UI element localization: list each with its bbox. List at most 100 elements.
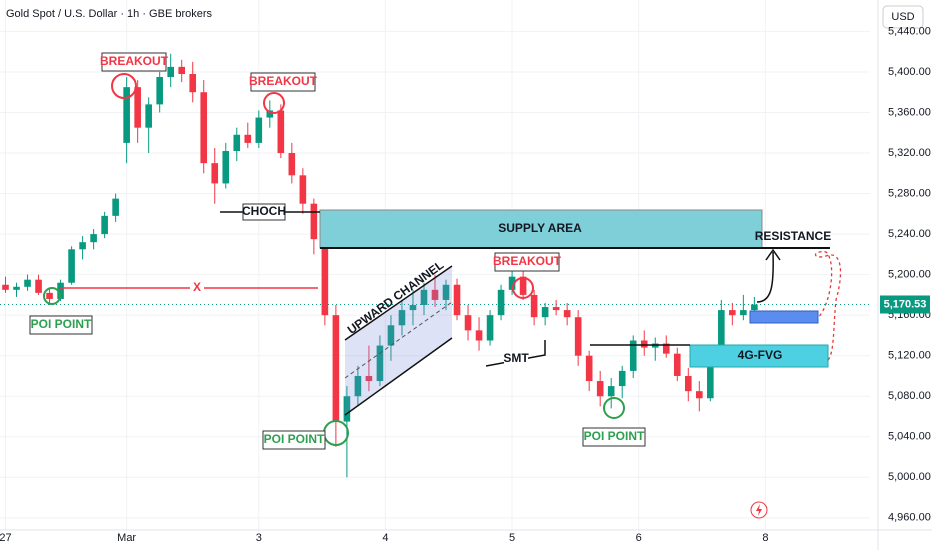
breakout-circle bbox=[263, 92, 285, 114]
candle-body bbox=[718, 310, 725, 351]
poi-box bbox=[582, 427, 646, 447]
candle-body bbox=[596, 381, 604, 397]
candle-body bbox=[255, 117, 263, 143]
breakout-label: BREAKOUT bbox=[493, 254, 562, 268]
choch-box bbox=[242, 203, 286, 221]
poi-box bbox=[262, 430, 326, 450]
order-block bbox=[749, 310, 819, 324]
candle-body bbox=[90, 234, 97, 243]
candle-body bbox=[497, 289, 505, 316]
projection bbox=[809, 251, 842, 365]
candle-body bbox=[552, 307, 560, 311]
candle-body bbox=[420, 289, 428, 306]
y-tick-label: 5,120.00 bbox=[888, 350, 931, 362]
candle-body bbox=[156, 77, 163, 105]
breakout-circle bbox=[111, 73, 137, 99]
last-price-box bbox=[880, 295, 930, 314]
poi-circle bbox=[603, 397, 625, 419]
candle-body bbox=[629, 340, 637, 371]
candle-body bbox=[343, 396, 351, 422]
candle-body bbox=[35, 279, 42, 293]
y-tick-label: 5,040.00 bbox=[888, 431, 931, 443]
candle-body bbox=[486, 315, 494, 341]
y-tick-label: 5,080.00 bbox=[888, 390, 931, 402]
channel-line bbox=[344, 265, 453, 341]
candle-body bbox=[585, 355, 593, 382]
candle-body bbox=[464, 315, 472, 331]
candle-body bbox=[46, 292, 53, 299]
y-tick-label: 5,320.00 bbox=[888, 147, 931, 159]
y-tick-label: 5,240.00 bbox=[888, 228, 931, 240]
candle-body bbox=[541, 307, 549, 318]
breakout-box bbox=[494, 252, 560, 272]
candle-body bbox=[167, 66, 174, 78]
currency-button[interactable] bbox=[882, 5, 924, 29]
breakout-box bbox=[101, 52, 167, 72]
candle-body bbox=[189, 73, 197, 93]
candle-body bbox=[574, 317, 582, 356]
poi-label: POI POINT bbox=[584, 429, 645, 443]
candle-body bbox=[112, 198, 119, 216]
x-tick-label: Mar bbox=[117, 532, 136, 544]
smt-label: SMT bbox=[503, 351, 529, 365]
x-tick-label: 8 bbox=[762, 532, 768, 544]
candle-body bbox=[178, 66, 186, 74]
candle-body bbox=[475, 330, 483, 341]
arrow bbox=[756, 248, 781, 303]
poi-label: POI POINT bbox=[31, 317, 92, 331]
y-tick-label: 5,440.00 bbox=[888, 25, 931, 37]
smt-box bbox=[504, 352, 528, 366]
event-bolt bbox=[756, 504, 762, 516]
candle-body bbox=[662, 343, 670, 354]
candle-body bbox=[530, 294, 538, 318]
y-tick-label: 5,000.00 bbox=[888, 471, 931, 483]
candle-body bbox=[442, 284, 450, 300]
candle-body bbox=[563, 310, 571, 318]
supply-label: SUPPLY AREA bbox=[498, 221, 582, 235]
x-tick-label: 4 bbox=[382, 532, 388, 544]
candles bbox=[2, 53, 758, 478]
candle-body bbox=[640, 340, 648, 348]
fvg-zone bbox=[689, 344, 829, 368]
candle-body bbox=[310, 203, 318, 240]
candle-body bbox=[729, 310, 736, 316]
candle-body bbox=[321, 239, 329, 316]
breakout-label: BREAKOUT bbox=[249, 74, 318, 88]
candle-body bbox=[398, 310, 406, 326]
poi-circle bbox=[43, 287, 61, 305]
breakout-circle bbox=[512, 277, 534, 299]
resistance-label: RESISTANCE bbox=[755, 229, 831, 243]
poi-box bbox=[29, 315, 93, 335]
supply-zone bbox=[319, 209, 763, 249]
candle-body bbox=[145, 104, 152, 128]
candle-body bbox=[79, 242, 86, 250]
candle-body bbox=[68, 249, 75, 283]
candle-body bbox=[299, 175, 307, 204]
channel-line bbox=[344, 337, 453, 416]
candle-body bbox=[707, 350, 714, 399]
candle-body bbox=[200, 92, 208, 164]
breakout-label: BREAKOUT bbox=[100, 54, 169, 68]
candle-body bbox=[13, 286, 20, 290]
y-tick-label: 5,200.00 bbox=[888, 269, 931, 281]
candle-body bbox=[431, 289, 439, 300]
candle-body bbox=[684, 375, 692, 392]
x-tick-label: 5 bbox=[509, 532, 515, 544]
currency-label: USD bbox=[891, 11, 914, 23]
candle-body bbox=[508, 276, 516, 290]
chart-title: Gold Spot / U.S. Dollar · 1h · GBE broke… bbox=[6, 8, 213, 20]
candle-body bbox=[266, 110, 274, 118]
candle-body bbox=[365, 375, 373, 382]
channel-mid bbox=[344, 301, 453, 379]
candle-body bbox=[696, 391, 703, 399]
poi-label: POI POINT bbox=[264, 432, 325, 446]
candle-body bbox=[277, 110, 285, 154]
candle-body bbox=[24, 279, 31, 287]
candle-body bbox=[134, 87, 141, 128]
candle-body bbox=[607, 386, 615, 397]
last-price-label: 5,170.53 bbox=[884, 298, 927, 310]
candle-body bbox=[123, 87, 130, 143]
candle-body bbox=[354, 375, 362, 397]
y-tick-label: 5,280.00 bbox=[888, 187, 931, 199]
